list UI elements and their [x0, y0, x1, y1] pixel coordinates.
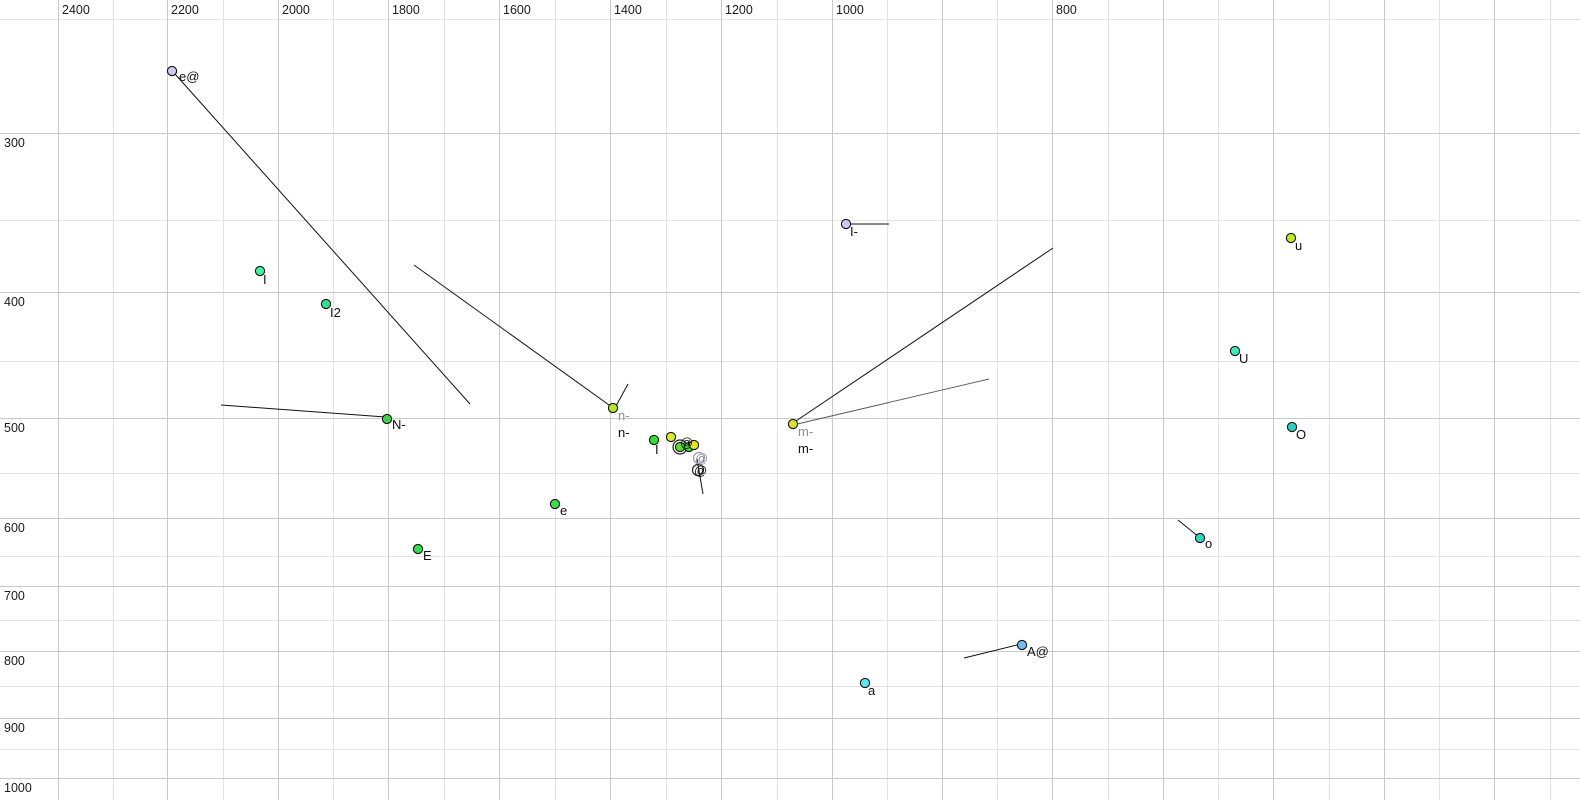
- data-point-14-Ix[interactable]: [840, 218, 852, 230]
- data-point-7-I-label: I: [655, 442, 659, 457]
- vector-line-3: [220, 404, 387, 418]
- vector-line-9: [963, 643, 1022, 659]
- x-axis-tick-1000: 1000: [836, 3, 864, 17]
- y-axis-tick-800: 800: [4, 654, 25, 668]
- vector-line-8: [1177, 519, 1200, 538]
- data-point-2-I2[interactable]: [320, 298, 332, 310]
- data-point-3-Nx-label: N-: [392, 417, 406, 432]
- data-point-6-nx-label: n-: [618, 425, 630, 440]
- x-axis-tick-labels: 2400 2200 2000 1800 1600 1400 1200 1000 800: [62, 3, 1077, 17]
- data-point-19-u[interactable]: [1285, 232, 1297, 244]
- y-axis-tick-900: 900: [4, 721, 25, 735]
- data-point-15-mx-label-faint: m-: [798, 424, 813, 439]
- data-point-21-O-label: O: [1296, 427, 1306, 442]
- x-axis-tick-1600: 1600: [503, 3, 531, 17]
- y-axis-tick-500: 500: [4, 421, 25, 435]
- y-axis-tick-300: 300: [4, 136, 25, 150]
- data-point-20-U[interactable]: [1229, 345, 1241, 357]
- x-axis-tick-2400: 2400: [62, 3, 90, 17]
- data-point-11[interactable]: [688, 439, 700, 451]
- data-point-5-e-label: e: [560, 503, 567, 518]
- x-axis-tick-2200: 2200: [171, 3, 199, 17]
- vector-line-2: [615, 383, 629, 407]
- y-axis-tick-1000: 1000: [4, 781, 32, 795]
- data-point-9-x-label: @: [680, 435, 693, 450]
- vector-line-5: [792, 247, 1054, 424]
- data-point-1-I[interactable]: [254, 265, 266, 277]
- y-axis-tick-700: 700: [4, 589, 25, 603]
- data-point-17-a[interactable]: [859, 677, 871, 689]
- data-point-21-O[interactable]: [1286, 421, 1298, 433]
- data-point-16-Ax[interactable]: [1016, 639, 1028, 651]
- data-point-19-u-label: u: [1295, 238, 1302, 253]
- data-point-markers[interactable]: [166, 65, 1298, 689]
- data-point-8[interactable]: [665, 431, 677, 443]
- data-point-14-Ix-label: I-: [850, 224, 858, 239]
- data-point-18-o[interactable]: [1194, 532, 1206, 544]
- data-point-5-e[interactable]: [549, 498, 561, 510]
- data-point-labels: e@ I I2 N- Ee n-n- I @@@ I-m-m- A@ a o u U O: [179, 69, 1306, 698]
- data-point-6-nx[interactable]: [607, 402, 619, 414]
- data-point-6-nx-label-faint: n-: [618, 408, 630, 423]
- vector-line-1: [413, 264, 617, 411]
- x-axis-tick-800: 800: [1056, 3, 1077, 17]
- data-point-0-ex-label: e@: [179, 69, 199, 84]
- data-point-15-mx[interactable]: [787, 418, 799, 430]
- y-axis-tick-600: 600: [4, 521, 25, 535]
- data-point-16-Ax-label: A@: [1027, 644, 1049, 659]
- x-axis-tick-1800: 1800: [392, 3, 420, 17]
- vector-line-0: [174, 73, 471, 405]
- data-point-15-mx-label: m-: [798, 441, 813, 456]
- data-point-12-x-ring[interactable]: [692, 451, 706, 465]
- data-point-2-I2-label: I2: [330, 305, 341, 320]
- data-point-12-x-label: @: [695, 451, 708, 466]
- x-axis-tick-2000: 2000: [282, 3, 310, 17]
- data-point-3-Nx[interactable]: [381, 413, 393, 425]
- data-point-13-x-ring[interactable]: [691, 463, 705, 477]
- y-axis-tick-labels: 300 400 500 600 700 800 900 1000: [4, 136, 32, 795]
- data-point-4-E[interactable]: [412, 543, 424, 555]
- x-axis-tick-1400: 1400: [614, 3, 642, 17]
- data-point-13-x-label: @: [694, 463, 707, 478]
- vector-lines: [174, 73, 1200, 659]
- y-axis-tick-400: 400: [4, 295, 25, 309]
- data-point-17-a-label: a: [868, 683, 876, 698]
- data-point-20-U-label: U: [1239, 351, 1248, 366]
- data-point-1-I-label: I: [263, 272, 267, 287]
- data-point-7-I[interactable]: [648, 434, 660, 446]
- data-point-0-ex[interactable]: [166, 65, 178, 77]
- vector-line-6: [792, 378, 990, 426]
- data-point-18-o-label: o: [1205, 536, 1212, 551]
- data-point-4-E-label: E: [423, 548, 432, 563]
- x-axis-tick-1200: 1200: [725, 3, 753, 17]
